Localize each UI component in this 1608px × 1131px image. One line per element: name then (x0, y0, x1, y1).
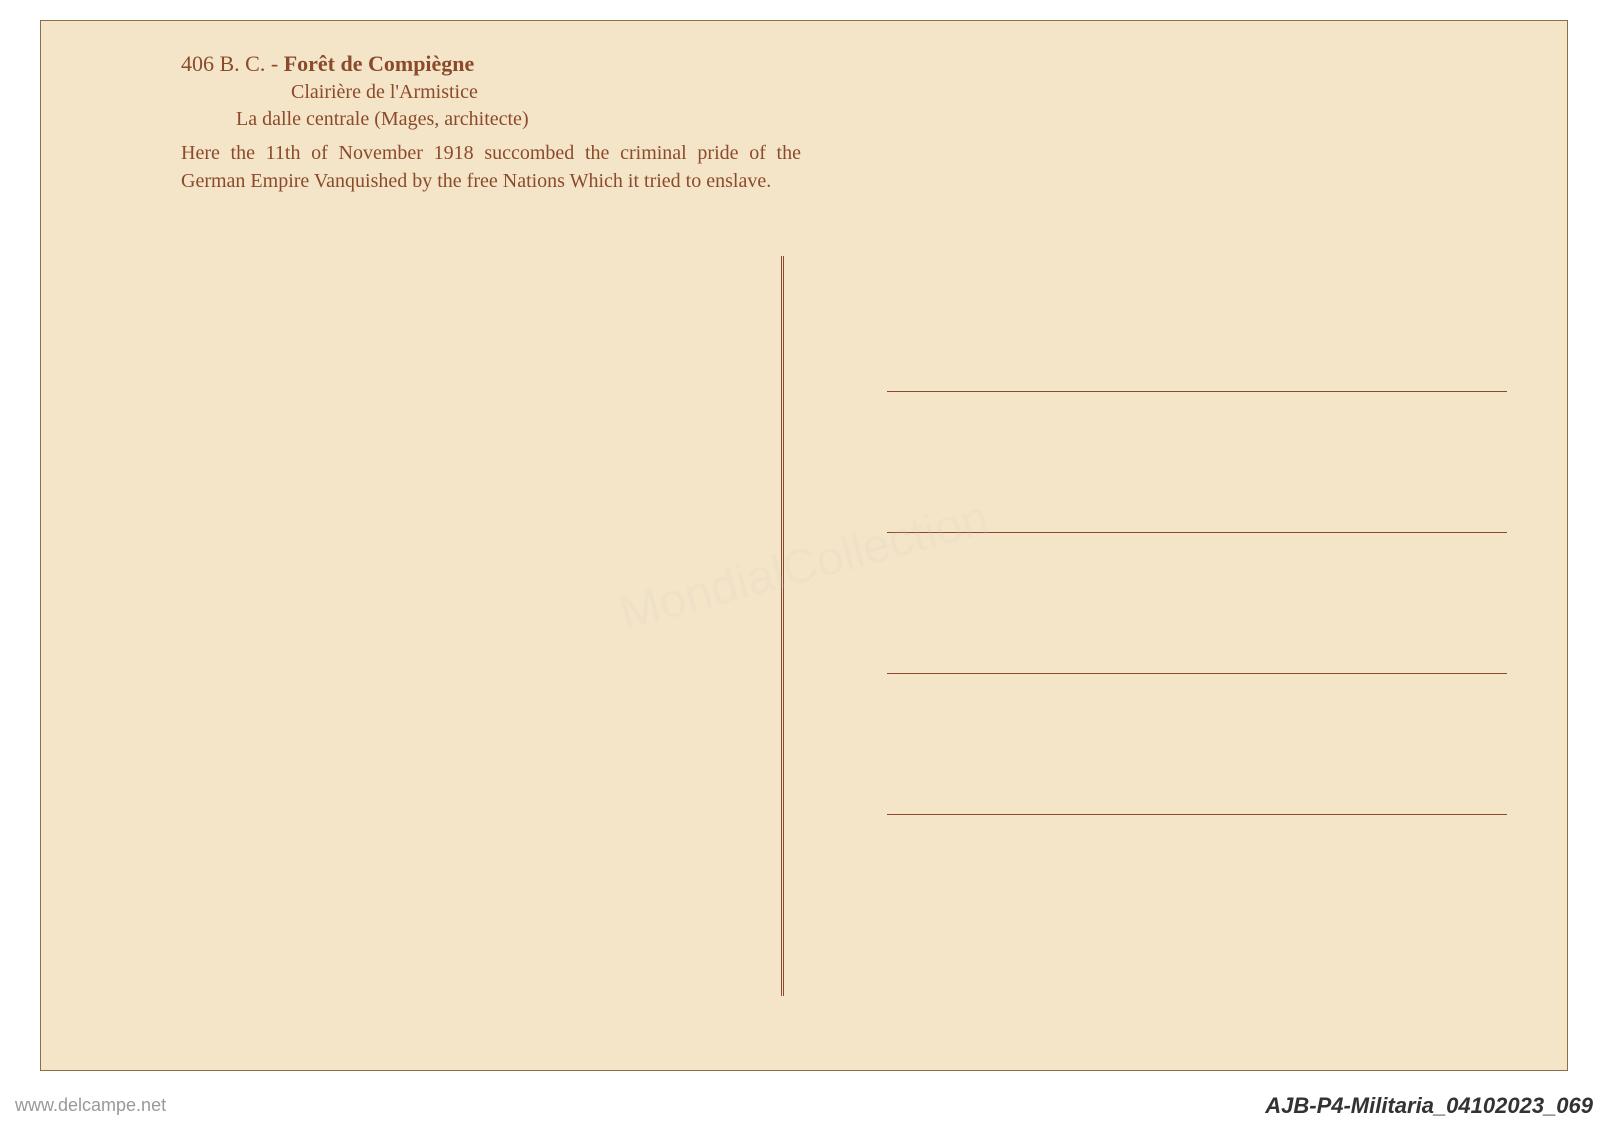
postcard-back: 406 B. C. - Forêt de Compiègne Clairière… (40, 20, 1568, 1071)
subtitle-2: La dalle centrale (Mages, architecte) (236, 108, 1507, 131)
header-section: 406 B. C. - Forêt de Compiègne Clairière… (41, 21, 1567, 195)
card-number: 406 (181, 51, 214, 76)
address-line-1 (887, 391, 1507, 392)
center-divider (781, 256, 784, 996)
subtitle-1: Clairière de l'Armistice (291, 81, 1507, 104)
watermark-left: www.delcampe.net (15, 1095, 166, 1116)
title-line: 406 B. C. - Forêt de Compiègne (181, 51, 1507, 77)
address-section (887, 391, 1507, 955)
address-line-4 (887, 814, 1507, 815)
address-line-3 (887, 673, 1507, 674)
card-title: Forêt de Compiègne (284, 51, 475, 76)
description-text: Here the 11th of November 1918 succombed… (181, 139, 801, 195)
watermark-right: AJB-P4-Militaria_04102023_069 (1265, 1093, 1593, 1119)
card-prefix: B. C. - (220, 51, 284, 76)
address-line-2 (887, 532, 1507, 533)
